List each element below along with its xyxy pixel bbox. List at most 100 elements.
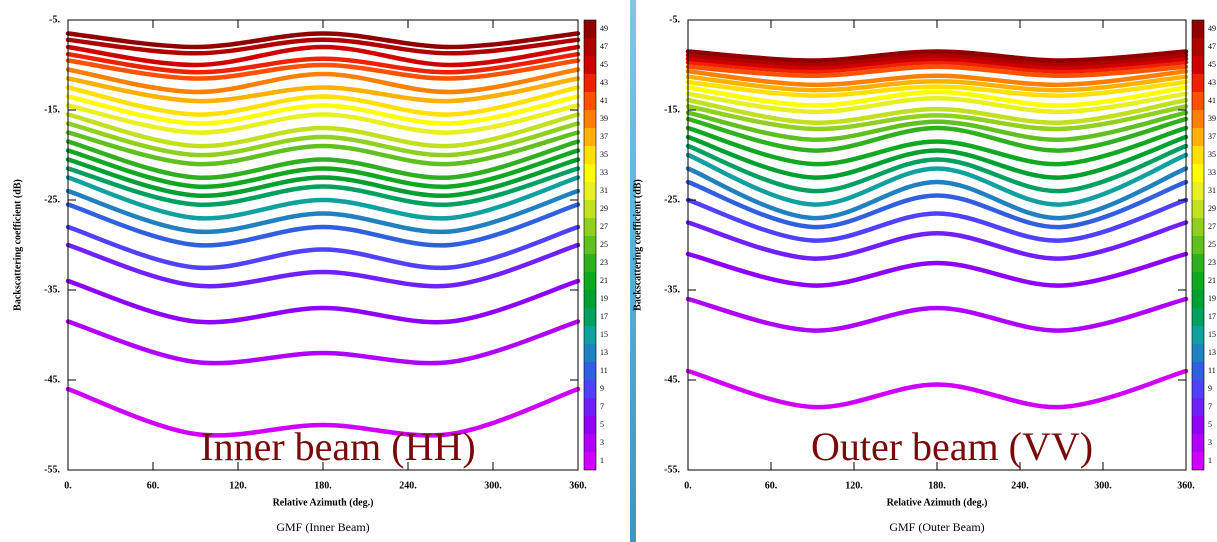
colorbar-label: 41 — [1208, 96, 1216, 105]
colorbar-cell — [1192, 236, 1204, 254]
curve — [685, 79, 1189, 98]
curve — [685, 220, 1189, 261]
colorbar-label: 45 — [1208, 60, 1216, 69]
colorbar-label: 29 — [1208, 204, 1216, 213]
colorbar-cell — [1192, 308, 1204, 326]
x-axis-label: Relative Azimuth (deg.) — [887, 497, 988, 508]
curve — [685, 116, 1189, 153]
colorbar-cell — [584, 128, 596, 146]
curve — [65, 44, 581, 68]
colorbar-label: 49 — [600, 24, 608, 33]
colorbar-cell — [1192, 290, 1204, 308]
curve — [685, 85, 1189, 108]
curve — [685, 152, 1189, 207]
colorbar-label: 3 — [600, 438, 604, 447]
colorbar-cell — [584, 20, 596, 38]
y-tick-label: -55. — [44, 464, 60, 475]
colorbar-label: 9 — [600, 384, 604, 393]
curve — [65, 103, 581, 135]
colorbar-cell — [584, 38, 596, 56]
colorbar-cell — [584, 452, 596, 470]
colorbar-label: 47 — [600, 42, 608, 51]
colorbar-cell — [1192, 146, 1204, 164]
colorbar-cell — [584, 326, 596, 344]
curve — [65, 386, 581, 438]
y-tick-label: -5. — [49, 14, 60, 25]
colorbar-cell — [1192, 200, 1204, 218]
colorbar-label: 35 — [600, 150, 608, 159]
colorbar-label: 1 — [600, 456, 604, 465]
colorbar-label: 39 — [1208, 114, 1216, 123]
colorbar-cell — [1192, 110, 1204, 128]
chart-panel: -55. -45. -35. -25. -15. -5. 0. 60. 120. 180. 240.… — [12, 14, 608, 534]
colorbar-cell — [1192, 326, 1204, 344]
colorbar-label: 11 — [600, 366, 608, 375]
colorbar-cell — [584, 110, 596, 128]
colorbar-label: 21 — [600, 276, 608, 285]
colorbar-label: 5 — [600, 420, 604, 429]
colorbar-cell — [1192, 344, 1204, 362]
x-tick-label: 0. — [64, 480, 72, 491]
colorbar-label: 15 — [600, 330, 608, 339]
curve — [65, 278, 581, 325]
colorbar-cell — [1192, 434, 1204, 452]
curve — [685, 296, 1189, 333]
x-tick-label: 240. — [1011, 480, 1029, 491]
colorbar-label: 5 — [1208, 420, 1212, 429]
colorbar-cell — [584, 254, 596, 272]
colorbar-label: 27 — [1208, 222, 1216, 231]
curve — [65, 121, 581, 158]
colorbar-label: 43 — [600, 78, 608, 87]
curve — [65, 85, 581, 117]
colorbar-cell — [584, 200, 596, 218]
colorbar-label: 1 — [1208, 456, 1212, 465]
colorbar-cell — [584, 290, 596, 308]
curve — [65, 31, 581, 50]
curve — [65, 202, 581, 248]
colorbar-label: 29 — [600, 204, 608, 213]
annotation: Inner beam (HH) — [200, 424, 475, 469]
curve — [685, 56, 1189, 70]
colorbar-cell — [1192, 182, 1204, 200]
colorbar-cell — [1192, 38, 1204, 56]
curve — [65, 139, 581, 181]
curve — [65, 51, 581, 75]
y-tick-label: -55. — [664, 464, 680, 475]
colorbar-label: 25 — [600, 240, 608, 249]
y-tick-label: -15. — [44, 104, 60, 115]
curve — [685, 143, 1189, 194]
y-tick-label: -5. — [669, 14, 680, 25]
colorbar-cell — [1192, 398, 1204, 416]
colorbar-label: 19 — [600, 294, 608, 303]
colorbar-cell — [1192, 218, 1204, 236]
y-tick-label: -15. — [664, 104, 680, 115]
colorbar-cell — [584, 416, 596, 434]
colorbar-cell — [1192, 20, 1204, 38]
colorbar-label: 37 — [600, 132, 608, 141]
x-tick-label: 300. — [1094, 480, 1112, 491]
colorbar-cell — [584, 218, 596, 236]
colorbar-label: 23 — [1208, 258, 1216, 267]
colorbar-cell — [584, 92, 596, 110]
colorbar-cell — [584, 344, 596, 362]
curve — [685, 125, 1189, 167]
colorbar-label: 35 — [1208, 150, 1216, 159]
colorbar-cell — [584, 74, 596, 92]
colorbar-label: 7 — [1208, 402, 1212, 411]
curve — [65, 242, 581, 289]
colorbar-label: 33 — [600, 168, 608, 177]
colorbar-cell — [1192, 254, 1204, 272]
curve — [65, 166, 581, 208]
curve — [65, 148, 581, 190]
colorbar-label: 11 — [1208, 366, 1216, 375]
colorbar-cell — [1192, 128, 1204, 146]
annotation: Outer beam (VV) — [811, 424, 1093, 469]
x-tick-label: 360. — [1177, 480, 1195, 491]
x-axis-label: Relative Azimuth (deg.) — [273, 497, 374, 508]
colorbar-cell — [1192, 92, 1204, 110]
colorbar-label: 45 — [600, 60, 608, 69]
curve — [685, 49, 1189, 63]
curve — [65, 157, 581, 199]
curve — [685, 179, 1189, 230]
